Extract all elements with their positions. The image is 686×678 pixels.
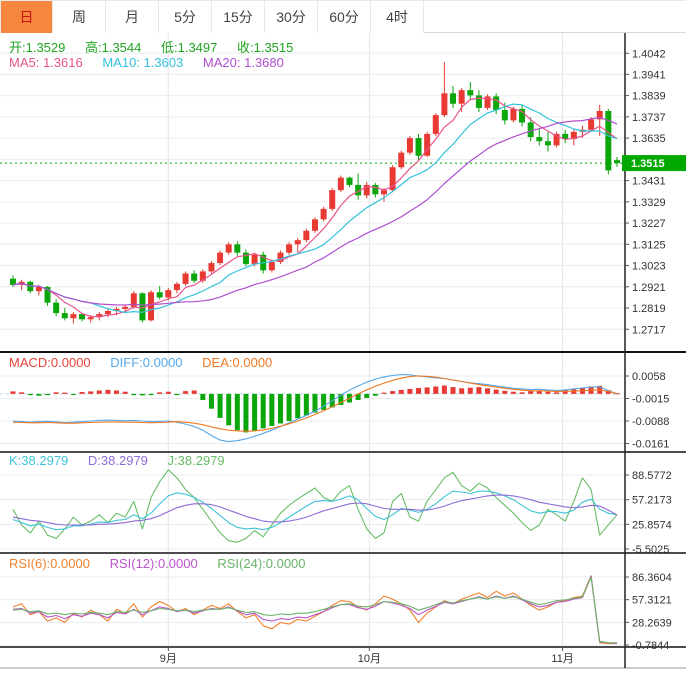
svg-text:1.3635: 1.3635: [632, 133, 666, 145]
svg-text:1.2717: 1.2717: [632, 324, 666, 336]
last-price-badge: 1.3515: [622, 155, 686, 172]
svg-text:1.3023: 1.3023: [632, 261, 666, 273]
svg-text:1.3515: 1.3515: [631, 158, 665, 170]
tab-monthly[interactable]: 月: [106, 1, 159, 33]
svg-text:1.3941: 1.3941: [632, 69, 666, 81]
svg-text:1.3329: 1.3329: [632, 197, 666, 209]
tab-30min[interactable]: 30分: [265, 1, 318, 33]
rsi-pane: [12, 575, 618, 645]
svg-text:25.8574: 25.8574: [632, 519, 672, 531]
svg-text:1.4042: 1.4042: [632, 48, 666, 60]
tab-60min[interactable]: 60分: [318, 1, 371, 33]
svg-text:-0.7844: -0.7844: [632, 640, 669, 652]
y-axis-labels: 1.40421.39411.38391.37371.36351.35331.34…: [625, 48, 672, 652]
svg-text:11月: 11月: [551, 653, 573, 665]
tab-15min[interactable]: 15分: [212, 1, 265, 33]
svg-text:1.3125: 1.3125: [632, 239, 666, 251]
svg-text:1.3839: 1.3839: [632, 91, 666, 103]
svg-text:1.2921: 1.2921: [632, 282, 666, 294]
svg-text:28.2639: 28.2639: [632, 617, 672, 629]
tab-4hour[interactable]: 4时: [371, 1, 424, 33]
pane-separators: [0, 33, 686, 669]
macd-pane: [10, 373, 620, 443]
x-axis-labels: 9月 10月 11月: [160, 647, 574, 665]
candlestick-pane: [10, 62, 620, 324]
tab-5min[interactable]: 5分: [159, 1, 212, 33]
svg-text:0.0058: 0.0058: [632, 371, 666, 383]
svg-text:1.3737: 1.3737: [632, 112, 666, 124]
svg-text:1.3431: 1.3431: [632, 176, 666, 188]
svg-text:88.5772: 88.5772: [632, 470, 672, 482]
tab-weekly[interactable]: 周: [53, 1, 106, 33]
svg-text:-0.0088: -0.0088: [632, 416, 669, 428]
svg-text:-0.0015: -0.0015: [632, 393, 669, 405]
svg-text:1.2819: 1.2819: [632, 303, 666, 315]
svg-text:-5.5025: -5.5025: [632, 544, 669, 556]
kdj-pane: [12, 469, 618, 543]
svg-text:1.3227: 1.3227: [632, 218, 666, 230]
svg-text:86.3604: 86.3604: [632, 572, 672, 584]
svg-text:57.3121: 57.3121: [632, 595, 672, 607]
svg-text:57.2173: 57.2173: [632, 495, 672, 507]
tab-daily[interactable]: 日: [0, 1, 53, 33]
period-tabbar: 日 周 月 5分 15分 30分 60分 4时: [0, 0, 686, 33]
svg-text:9月: 9月: [160, 653, 177, 665]
svg-text:10月: 10月: [358, 653, 381, 665]
svg-text:-0.0161: -0.0161: [632, 438, 669, 450]
